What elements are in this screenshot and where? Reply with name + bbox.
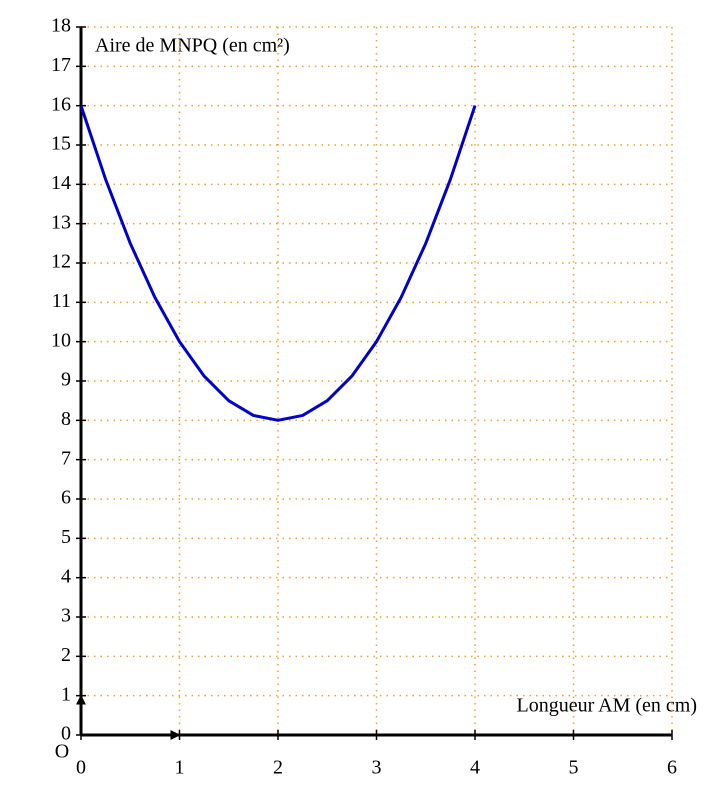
y-tick-label: 4	[61, 565, 71, 587]
x-tick-label: 5	[569, 757, 579, 779]
y-tick-label: 11	[52, 290, 71, 312]
y-tick-label: 16	[51, 93, 71, 115]
y-tick-label: 15	[51, 133, 71, 155]
y-tick-label: 2	[61, 644, 71, 666]
y-tick-label: 12	[51, 251, 71, 273]
y-tick-label: 10	[51, 329, 71, 351]
y-tick-label: 5	[61, 526, 71, 548]
curve	[79, 105, 477, 422]
x-tick-label: 0	[76, 757, 86, 779]
y-tick-label: 8	[61, 408, 71, 430]
origin-label: O	[55, 741, 69, 763]
y-tick-label: 14	[51, 172, 71, 194]
y-tick-label: 1	[61, 683, 71, 705]
y-axis-label: Aire de MNPQ (en cm²)	[95, 35, 290, 57]
x-axis-label: Longueur AM (en cm)	[516, 695, 697, 717]
y-tick-label: 7	[61, 447, 71, 469]
y-tick-label: 3	[61, 605, 71, 627]
x-tick-label: 3	[372, 757, 382, 779]
y-tick-label: 13	[51, 211, 71, 233]
y-tick-label: 6	[61, 487, 71, 509]
x-tick-label: 4	[470, 757, 480, 779]
y-tick-label: 17	[51, 54, 71, 76]
y-tick-label: 18	[51, 15, 71, 37]
x-tick-label: 1	[175, 757, 185, 779]
y-tick-label: 9	[61, 369, 71, 391]
x-tick-label: 2	[273, 757, 283, 779]
y-tick-label: 0	[61, 723, 71, 745]
x-tick-label: 6	[667, 757, 677, 779]
